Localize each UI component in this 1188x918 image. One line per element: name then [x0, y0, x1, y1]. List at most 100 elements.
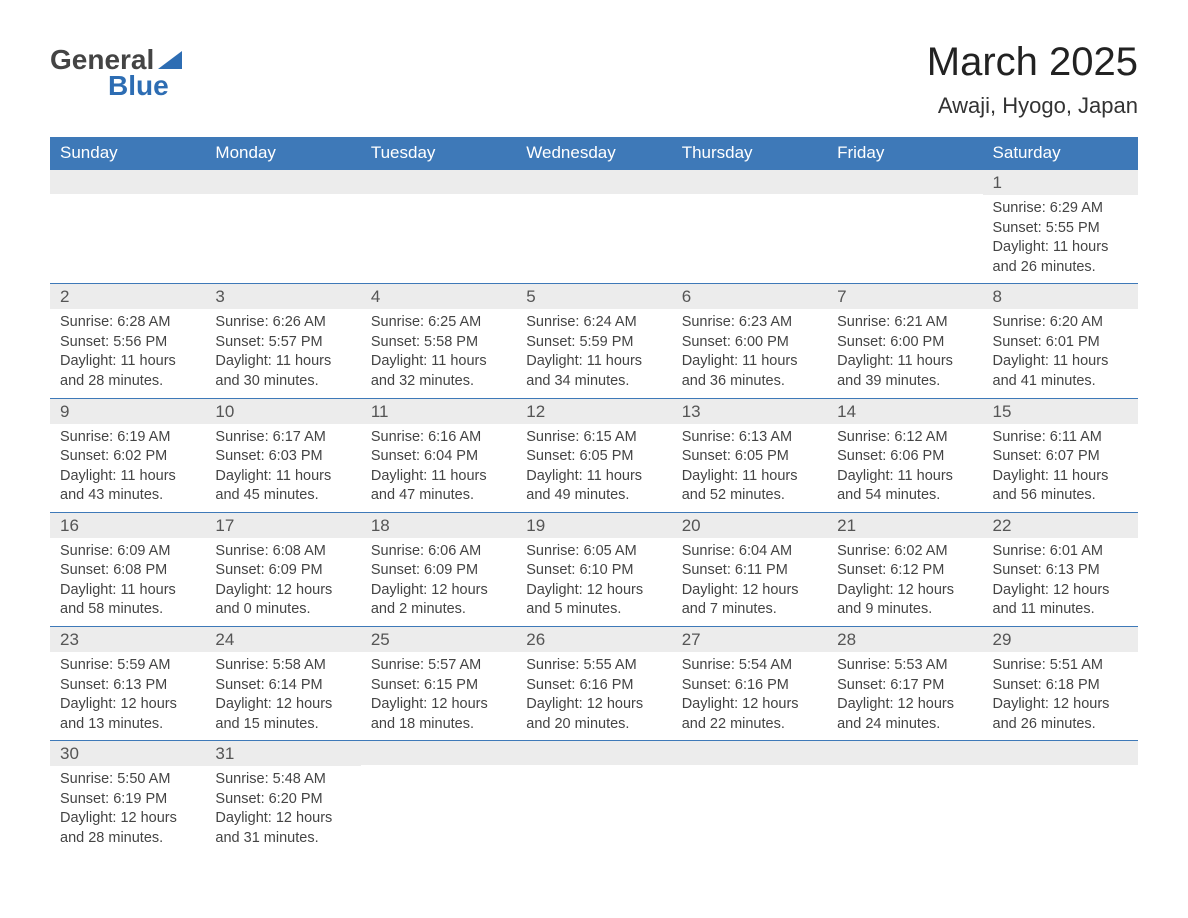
daylight-line-2: and 2 minutes.: [371, 600, 506, 620]
day-number: 24: [205, 627, 360, 652]
sunrise-line: Sunrise: 6:04 AM: [682, 542, 817, 562]
calendar-day: 11Sunrise: 6:16 AMSunset: 6:04 PMDayligh…: [361, 398, 516, 512]
calendar-empty-day: [983, 741, 1138, 855]
calendar-empty-day: [205, 170, 360, 284]
calendar-day: 17Sunrise: 6:08 AMSunset: 6:09 PMDayligh…: [205, 512, 360, 626]
sunset-line: Sunset: 5:58 PM: [371, 333, 506, 353]
daylight-line-1: Daylight: 11 hours: [60, 352, 195, 372]
day-details: Sunrise: 5:59 AMSunset: 6:13 PMDaylight:…: [50, 652, 205, 740]
calendar-day: 20Sunrise: 6:04 AMSunset: 6:11 PMDayligh…: [672, 512, 827, 626]
day-details: Sunrise: 6:05 AMSunset: 6:10 PMDaylight:…: [516, 538, 671, 626]
weekday-header: Wednesday: [516, 137, 671, 170]
daylight-line-1: Daylight: 11 hours: [371, 467, 506, 487]
daylight-line-1: Daylight: 12 hours: [371, 581, 506, 601]
daylight-line-2: and 20 minutes.: [526, 715, 661, 735]
day-number: 30: [50, 741, 205, 766]
calendar-day: 18Sunrise: 6:06 AMSunset: 6:09 PMDayligh…: [361, 512, 516, 626]
calendar-day: 7Sunrise: 6:21 AMSunset: 6:00 PMDaylight…: [827, 284, 982, 398]
empty-daynum-bar: [361, 170, 516, 194]
calendar-day: 29Sunrise: 5:51 AMSunset: 6:18 PMDayligh…: [983, 627, 1138, 741]
day-number: 27: [672, 627, 827, 652]
location-label: Awaji, Hyogo, Japan: [927, 93, 1138, 119]
daylight-line-2: and 7 minutes.: [682, 600, 817, 620]
sunset-line: Sunset: 6:16 PM: [526, 676, 661, 696]
sunrise-line: Sunrise: 6:26 AM: [215, 313, 350, 333]
sunrise-line: Sunrise: 6:24 AM: [526, 313, 661, 333]
day-number: 11: [361, 399, 516, 424]
day-number: 19: [516, 513, 671, 538]
day-details: Sunrise: 5:54 AMSunset: 6:16 PMDaylight:…: [672, 652, 827, 740]
day-details: Sunrise: 6:08 AMSunset: 6:09 PMDaylight:…: [205, 538, 360, 626]
calendar-table: SundayMondayTuesdayWednesdayThursdayFrid…: [50, 137, 1138, 855]
day-details: Sunrise: 6:09 AMSunset: 6:08 PMDaylight:…: [50, 538, 205, 626]
day-details: Sunrise: 6:13 AMSunset: 6:05 PMDaylight:…: [672, 424, 827, 512]
calendar-empty-day: [672, 741, 827, 855]
weekday-header: Tuesday: [361, 137, 516, 170]
daylight-line-2: and 18 minutes.: [371, 715, 506, 735]
day-number: 25: [361, 627, 516, 652]
sunrise-line: Sunrise: 6:15 AM: [526, 428, 661, 448]
daylight-line-1: Daylight: 11 hours: [682, 467, 817, 487]
day-number: 31: [205, 741, 360, 766]
calendar-day: 4Sunrise: 6:25 AMSunset: 5:58 PMDaylight…: [361, 284, 516, 398]
daylight-line-1: Daylight: 11 hours: [371, 352, 506, 372]
sunset-line: Sunset: 6:00 PM: [837, 333, 972, 353]
empty-daynum-bar: [516, 170, 671, 194]
sunset-line: Sunset: 6:00 PM: [682, 333, 817, 353]
sunset-line: Sunset: 6:11 PM: [682, 561, 817, 581]
sunset-line: Sunset: 6:05 PM: [526, 447, 661, 467]
day-number: 21: [827, 513, 982, 538]
empty-daynum-bar: [50, 170, 205, 194]
day-details: Sunrise: 6:21 AMSunset: 6:00 PMDaylight:…: [827, 309, 982, 397]
sunset-line: Sunset: 6:20 PM: [215, 790, 350, 810]
day-details: Sunrise: 6:29 AMSunset: 5:55 PMDaylight:…: [983, 195, 1138, 283]
daylight-line-1: Daylight: 11 hours: [993, 352, 1128, 372]
sunrise-line: Sunrise: 5:58 AM: [215, 656, 350, 676]
empty-day-body: [827, 194, 982, 270]
day-number: 15: [983, 399, 1138, 424]
sunset-line: Sunset: 6:06 PM: [837, 447, 972, 467]
daylight-line-1: Daylight: 12 hours: [682, 581, 817, 601]
sunrise-line: Sunrise: 6:19 AM: [60, 428, 195, 448]
day-details: Sunrise: 6:24 AMSunset: 5:59 PMDaylight:…: [516, 309, 671, 397]
daylight-line-2: and 32 minutes.: [371, 372, 506, 392]
daylight-line-2: and 9 minutes.: [837, 600, 972, 620]
weekday-header: Thursday: [672, 137, 827, 170]
daylight-line-1: Daylight: 11 hours: [60, 467, 195, 487]
calendar-day: 22Sunrise: 6:01 AMSunset: 6:13 PMDayligh…: [983, 512, 1138, 626]
calendar-day: 16Sunrise: 6:09 AMSunset: 6:08 PMDayligh…: [50, 512, 205, 626]
sunrise-line: Sunrise: 6:06 AM: [371, 542, 506, 562]
day-number: 13: [672, 399, 827, 424]
sunset-line: Sunset: 6:19 PM: [60, 790, 195, 810]
day-number: 5: [516, 284, 671, 309]
day-details: Sunrise: 5:53 AMSunset: 6:17 PMDaylight:…: [827, 652, 982, 740]
day-details: Sunrise: 5:51 AMSunset: 6:18 PMDaylight:…: [983, 652, 1138, 740]
daylight-line-2: and 24 minutes.: [837, 715, 972, 735]
calendar-day: 8Sunrise: 6:20 AMSunset: 6:01 PMDaylight…: [983, 284, 1138, 398]
weekday-header: Sunday: [50, 137, 205, 170]
daylight-line-2: and 56 minutes.: [993, 486, 1128, 506]
calendar-day: 21Sunrise: 6:02 AMSunset: 6:12 PMDayligh…: [827, 512, 982, 626]
sunrise-line: Sunrise: 6:09 AM: [60, 542, 195, 562]
daylight-line-1: Daylight: 12 hours: [993, 581, 1128, 601]
empty-daynum-bar: [516, 741, 671, 765]
sunrise-line: Sunrise: 5:59 AM: [60, 656, 195, 676]
calendar-day: 28Sunrise: 5:53 AMSunset: 6:17 PMDayligh…: [827, 627, 982, 741]
daylight-line-1: Daylight: 12 hours: [993, 695, 1128, 715]
daylight-line-2: and 0 minutes.: [215, 600, 350, 620]
day-number: 16: [50, 513, 205, 538]
daylight-line-1: Daylight: 11 hours: [526, 352, 661, 372]
empty-daynum-bar: [361, 741, 516, 765]
sunrise-line: Sunrise: 5:51 AM: [993, 656, 1128, 676]
day-details: Sunrise: 6:04 AMSunset: 6:11 PMDaylight:…: [672, 538, 827, 626]
sunrise-line: Sunrise: 6:01 AM: [993, 542, 1128, 562]
sunrise-line: Sunrise: 5:50 AM: [60, 770, 195, 790]
day-number: 22: [983, 513, 1138, 538]
sunrise-line: Sunrise: 6:21 AM: [837, 313, 972, 333]
day-number: 12: [516, 399, 671, 424]
sunrise-line: Sunrise: 6:20 AM: [993, 313, 1128, 333]
daylight-line-1: Daylight: 11 hours: [993, 238, 1128, 258]
daylight-line-2: and 41 minutes.: [993, 372, 1128, 392]
calendar-week: 1Sunrise: 6:29 AMSunset: 5:55 PMDaylight…: [50, 170, 1138, 284]
daylight-line-1: Daylight: 12 hours: [215, 809, 350, 829]
